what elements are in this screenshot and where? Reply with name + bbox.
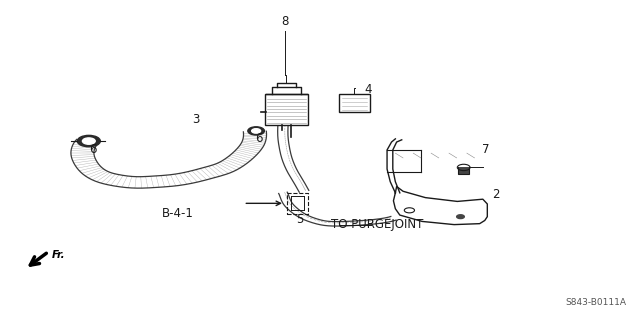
Text: 3: 3 — [192, 113, 199, 126]
Text: TO PURGEJOINT: TO PURGEJOINT — [332, 218, 424, 231]
Circle shape — [77, 135, 100, 147]
Circle shape — [457, 215, 465, 219]
Text: 2: 2 — [492, 188, 499, 201]
Text: Fr.: Fr. — [52, 250, 65, 260]
Text: 6: 6 — [90, 144, 97, 157]
Circle shape — [248, 127, 264, 135]
Text: 8: 8 — [281, 15, 289, 28]
FancyBboxPatch shape — [458, 166, 469, 174]
Text: B-4-1: B-4-1 — [163, 207, 194, 220]
Text: S843-B0111A: S843-B0111A — [566, 298, 627, 307]
Circle shape — [83, 138, 95, 144]
Text: 7: 7 — [483, 144, 490, 157]
Circle shape — [252, 129, 260, 133]
Text: 5: 5 — [296, 213, 303, 226]
Text: 6: 6 — [255, 132, 263, 145]
FancyBboxPatch shape — [339, 94, 371, 112]
Text: 4: 4 — [364, 83, 372, 96]
FancyBboxPatch shape — [265, 94, 308, 125]
